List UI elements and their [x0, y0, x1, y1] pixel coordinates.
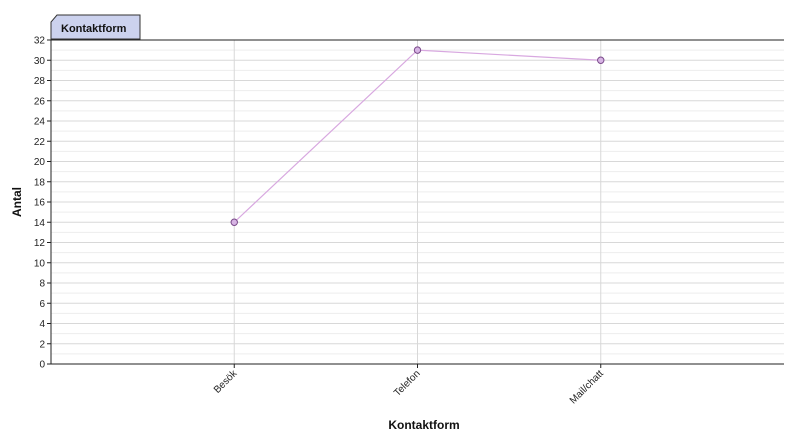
data-point — [230, 218, 238, 226]
y-tick-label: 32 — [34, 36, 46, 47]
y-tick-label: 22 — [34, 137, 46, 148]
y-tick-label: 6 — [39, 299, 45, 310]
y-tick-label: 24 — [34, 117, 46, 128]
y-tick-label: 26 — [34, 96, 46, 107]
y-tick-label: 16 — [34, 198, 46, 209]
y-tick-label: 14 — [34, 218, 46, 229]
chart-tab: Kontaktform — [50, 14, 141, 40]
x-tick-label: Mail/chatt — [568, 368, 606, 406]
y-tick-label: 4 — [39, 319, 45, 330]
x-tick-label: Telefon — [392, 368, 423, 399]
y-tick-label: 10 — [34, 258, 46, 269]
y-tick-label: 0 — [39, 360, 45, 371]
y-tick-label: 20 — [34, 157, 46, 168]
y-tick-label: 2 — [39, 339, 45, 350]
y-axis-title: Antal — [10, 187, 24, 217]
y-tick-label: 12 — [34, 238, 46, 249]
y-tick-label: 28 — [34, 76, 46, 87]
x-axis-title: Kontaktform — [388, 418, 459, 431]
x-tick-label: Besök — [212, 368, 240, 396]
y-tick-label: 18 — [34, 177, 46, 188]
series-layer — [230, 46, 605, 226]
data-point — [413, 46, 422, 54]
y-tick-label: 8 — [39, 279, 45, 290]
data-point — [597, 56, 605, 64]
y-tick-label: 30 — [34, 56, 46, 67]
x-axis-ticks: Besök Telefon Mail/chatt — [212, 364, 606, 406]
plot-grid — [51, 39, 784, 365]
chart-tab-shape — [50, 14, 141, 40]
chart-title: Kontaktform — [61, 23, 127, 35]
